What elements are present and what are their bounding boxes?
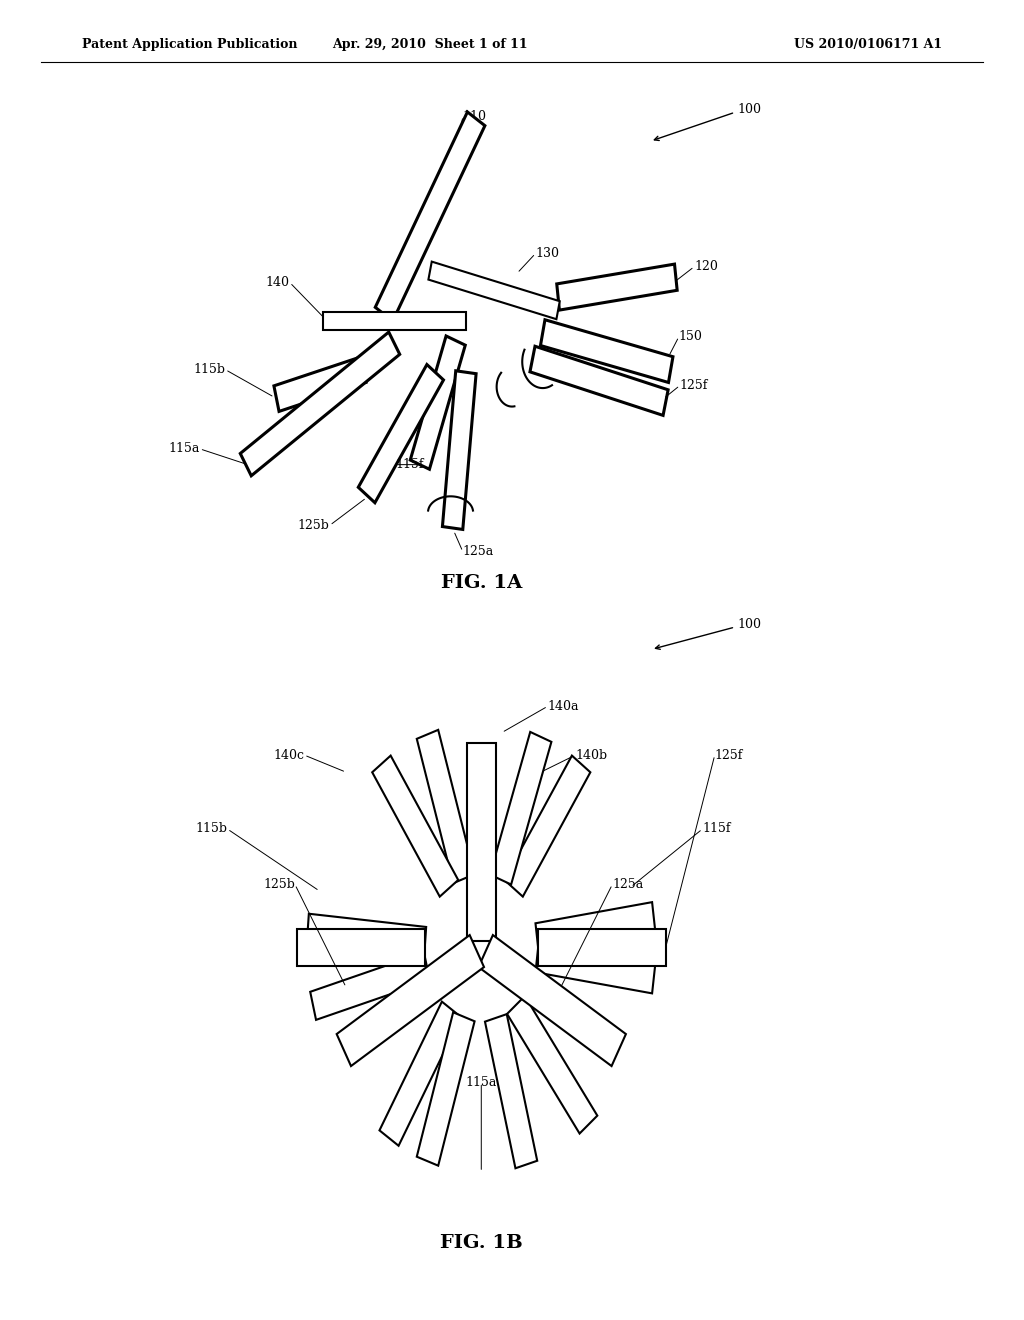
Polygon shape	[557, 264, 677, 310]
Polygon shape	[485, 1014, 538, 1168]
Text: 130: 130	[536, 247, 559, 260]
Polygon shape	[530, 346, 668, 416]
Text: 125f: 125f	[715, 748, 743, 762]
Text: Apr. 29, 2010  Sheet 1 of 11: Apr. 29, 2010 Sheet 1 of 11	[332, 38, 528, 51]
Text: 110: 110	[463, 110, 486, 123]
Text: 100: 100	[737, 618, 761, 631]
Text: 140c: 140c	[273, 748, 304, 762]
Text: US 2010/0106171 A1: US 2010/0106171 A1	[794, 38, 942, 51]
Polygon shape	[358, 364, 443, 503]
Polygon shape	[241, 333, 399, 475]
Polygon shape	[372, 755, 458, 896]
Text: 125b: 125b	[298, 519, 330, 532]
Polygon shape	[467, 743, 496, 941]
Text: 125a: 125a	[612, 878, 644, 891]
Polygon shape	[380, 1002, 461, 1146]
Text: Patent Application Publication: Patent Application Publication	[82, 38, 297, 51]
Polygon shape	[478, 935, 626, 1067]
Polygon shape	[428, 261, 560, 319]
Polygon shape	[536, 902, 655, 952]
Text: 115b: 115b	[194, 363, 225, 376]
Polygon shape	[323, 312, 466, 330]
Polygon shape	[273, 356, 367, 412]
Polygon shape	[417, 730, 474, 883]
Text: 140a: 140a	[548, 700, 580, 713]
Polygon shape	[489, 731, 551, 884]
Text: 125f: 125f	[680, 379, 709, 392]
Text: 120: 120	[694, 260, 718, 273]
Text: FIG. 1A: FIG. 1A	[440, 574, 522, 593]
Polygon shape	[505, 755, 591, 896]
Text: 115b: 115b	[196, 822, 227, 836]
Polygon shape	[541, 319, 673, 383]
Polygon shape	[337, 935, 484, 1067]
Text: 115a: 115a	[168, 442, 200, 455]
Polygon shape	[442, 371, 476, 529]
Polygon shape	[538, 929, 666, 966]
Polygon shape	[310, 953, 430, 1020]
Polygon shape	[507, 997, 597, 1134]
Text: 115a: 115a	[466, 1076, 497, 1089]
Text: FIG. 1B: FIG. 1B	[440, 1234, 522, 1253]
Text: 150: 150	[679, 330, 702, 343]
Text: 115f: 115f	[395, 458, 424, 471]
Polygon shape	[411, 337, 465, 469]
Polygon shape	[307, 913, 426, 956]
Polygon shape	[417, 1012, 474, 1166]
Polygon shape	[536, 944, 655, 994]
Polygon shape	[375, 112, 485, 321]
Text: 125b: 125b	[263, 878, 295, 891]
Text: 140: 140	[266, 276, 290, 289]
Polygon shape	[297, 929, 425, 966]
Text: 140b: 140b	[575, 748, 607, 762]
Text: 125a: 125a	[463, 545, 495, 558]
Text: 100: 100	[737, 103, 761, 116]
Text: 115f: 115f	[702, 822, 731, 836]
